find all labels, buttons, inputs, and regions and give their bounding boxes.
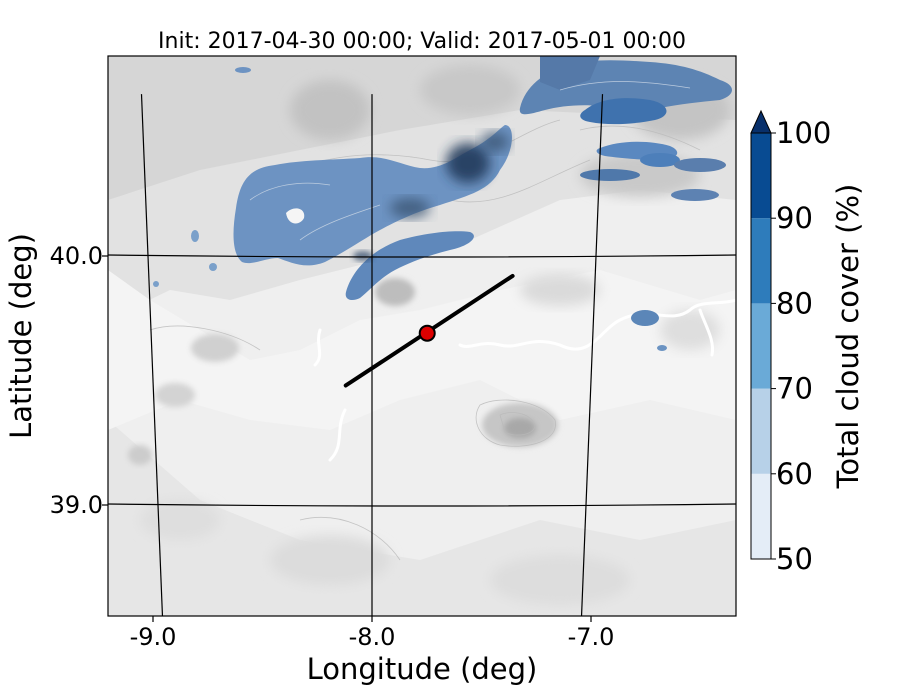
x-axis-label: Longitude (deg) [307, 652, 538, 686]
colorbar-segment [751, 218, 771, 304]
x-tick-label: -9.0 [130, 623, 177, 651]
x-axis-ticks: -9.0 -8.0 -7.0 [130, 616, 615, 651]
colorbar-segment [751, 133, 771, 219]
colorbar-extend-arrow [750, 109, 772, 134]
parallel-39 [108, 503, 736, 507]
colorbar-outline [750, 132, 772, 560]
x-tick-label: -7.0 [568, 623, 615, 651]
graticule [108, 94, 736, 616]
meridian--9 [140, 94, 164, 616]
colorbar-tick-label: 80 [776, 286, 813, 320]
colorbar-label: Total cloud cover (%) [831, 184, 865, 490]
colorbar-tick-label: 100 [776, 116, 831, 150]
map-panel[interactable] [108, 56, 736, 700]
colorbar-tick-label: 90 [776, 201, 813, 235]
colorbar-tick-label: 70 [776, 372, 813, 406]
colorbar-tick-label: 60 [776, 457, 813, 491]
colorbar-segment [751, 303, 771, 389]
map-title: Init: 2017-04-30 00:00; Valid: 2017-05-0… [158, 29, 686, 54]
colorbar-segment [751, 473, 771, 559]
map-frame [107, 55, 737, 617]
parallel-40 [108, 254, 736, 258]
colorbar-segment [751, 388, 771, 474]
y-axis-ticks: 40.0 39.0 [50, 242, 108, 519]
colorbar: 50 60 70 80 90 100 [750, 109, 831, 576]
y-tick-label: 39.0 [50, 491, 103, 519]
cloud-cover-field [153, 56, 732, 351]
x-tick-label: -8.0 [349, 623, 396, 651]
colorbar-tick-label: 50 [776, 542, 813, 576]
y-axis-label: Latitude (deg) [4, 233, 38, 439]
y-tick-label: 40.0 [50, 242, 103, 270]
meridian--7 [580, 94, 604, 616]
location-marker[interactable] [418, 324, 436, 342]
